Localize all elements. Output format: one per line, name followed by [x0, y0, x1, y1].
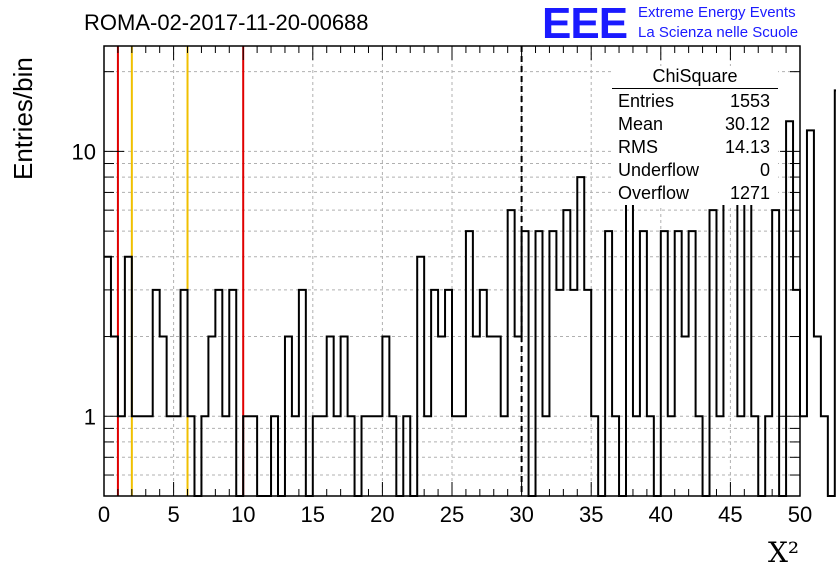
histogram-bin [570, 290, 577, 496]
histogram-bin [549, 231, 556, 496]
stats-box: ChiSquare Entries 1553 Mean 30.12 RMS 14.13… [612, 66, 778, 205]
y-tick-label: 1 [84, 404, 96, 429]
stats-value: 1553 [729, 91, 770, 111]
histogram-bin [508, 210, 515, 496]
histogram-bin [215, 290, 222, 496]
x-tick-label: 40 [649, 502, 673, 527]
histogram-bin [445, 290, 452, 496]
histogram-bin [800, 416, 807, 496]
histogram-bin [821, 416, 828, 496]
histogram-bin [104, 257, 111, 496]
histogram-bin [626, 192, 633, 496]
y-tick-label: 10 [72, 139, 96, 164]
stats-label: RMS [618, 137, 658, 157]
stats-value: 1271 [729, 183, 770, 203]
logo-line2: La Scienza nelle Scuole [638, 24, 799, 41]
histogram-bin [640, 231, 647, 496]
x-tick-label: 20 [370, 502, 394, 527]
x-tick-label: 35 [579, 502, 603, 527]
y-axis-label: Entries/bin [8, 57, 38, 180]
stats-value: 14.13 [724, 137, 770, 157]
x-tick-label: 5 [167, 502, 179, 527]
stats-row: RMS 14.13 [612, 136, 778, 159]
histogram-bin [689, 231, 696, 496]
x-tick-label: 30 [509, 502, 533, 527]
histogram-bin [556, 290, 563, 496]
stats-label: Overflow [618, 183, 690, 203]
histogram-bin [605, 231, 612, 496]
histogram-bin [730, 192, 737, 496]
histogram-bin [584, 290, 591, 496]
x-tick-label: 0 [98, 502, 110, 527]
stats-value: 0 [759, 160, 770, 180]
logo-line1: Extreme Energy Events [638, 4, 796, 21]
histogram-bin [814, 337, 821, 496]
stats-row: Underflow 0 [612, 159, 778, 182]
histogram-bin [536, 231, 543, 496]
histogram-bin [125, 257, 132, 496]
stats-row: Overflow 1271 [612, 182, 778, 205]
stats-value: 30.12 [724, 114, 770, 134]
histogram-bin [181, 290, 188, 496]
x-tick-label: 10 [231, 502, 255, 527]
histogram-bin [229, 290, 236, 496]
histogram-bin [431, 290, 438, 496]
histogram-bin [661, 231, 668, 496]
x-tick-label: 25 [440, 502, 464, 527]
histogram-bin [480, 290, 487, 496]
histogram-bin [299, 290, 306, 496]
histogram-bin [807, 130, 814, 496]
x-tick-label: 45 [718, 502, 742, 527]
histogram-bin [466, 231, 473, 496]
stats-title: ChiSquare [612, 66, 778, 89]
logo-mark: EEE [542, 0, 628, 48]
stats-row: Mean 30.12 [612, 113, 778, 136]
stats-label: Underflow [618, 160, 700, 180]
histogram-bin [675, 231, 682, 496]
histogram-bin [710, 210, 717, 496]
page-title: ROMA-02-2017-11-20-00688 [84, 10, 369, 35]
stats-label: Mean [618, 114, 664, 134]
stats-label: Entries [618, 91, 675, 111]
histogram-bin [563, 210, 570, 496]
x-tick-label: 15 [301, 502, 325, 527]
histogram-bin [417, 257, 424, 496]
stats-row: Entries 1553 [612, 90, 778, 113]
histogram-bin [793, 290, 800, 496]
x-axis-label: X² [768, 536, 800, 569]
histogram-bin [153, 290, 160, 496]
histogram-bin [772, 210, 779, 496]
x-tick-label: 50 [788, 502, 812, 527]
histogram-bin [522, 231, 529, 496]
